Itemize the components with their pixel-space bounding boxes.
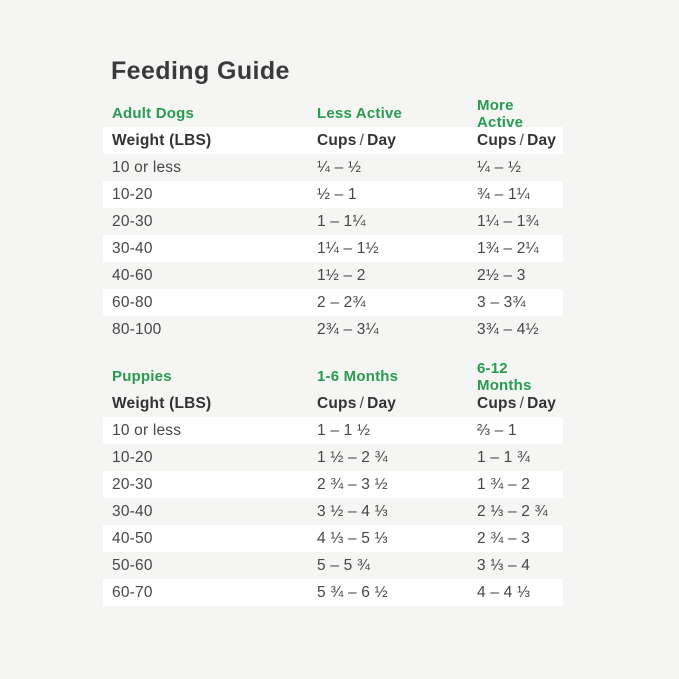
cups-range-cell: 3 ½ – 4 ⅓ — [317, 502, 388, 520]
table-row: 30-40 1¼ – 1½ 1¾ – 2¼ — [103, 235, 563, 262]
cups-range-cell: 2¾ – 3¼ — [317, 320, 379, 338]
weight-header: Weight (LBS) — [112, 394, 212, 412]
table-row: 10 or less ¼ – ½ ¼ – ½ — [103, 154, 563, 181]
cups-range-cell: 2 ⅓ – 2 ¾ — [477, 502, 548, 520]
cups-range-cell: 1 – 1 ¾ — [477, 448, 531, 466]
cups-range-cell: 1½ – 2 — [317, 266, 366, 284]
table-row: 10-20 1 ½ – 2 ¾ 1 – 1 ¾ — [103, 444, 563, 471]
table-row: 40-60 1½ – 2 2½ – 3 — [103, 262, 563, 289]
column-header-row: Weight (LBS) Cups / Day Cups / Day — [103, 127, 563, 154]
puppies-table: Puppies 1-6 Months 6-12 Months Weight (L… — [103, 360, 563, 606]
weight-cell: 50-60 — [112, 556, 153, 574]
weight-header: Weight (LBS) — [112, 131, 212, 149]
weight-cell: 10-20 — [112, 185, 153, 203]
cups-range-cell: 4 ⅓ – 5 ⅓ — [317, 529, 388, 547]
weight-cell: 60-70 — [112, 583, 153, 601]
adult-dogs-rows: 10 or less ¼ – ½ ¼ – ½ 10-20 ½ – 1 ¾ – 1¼ 20-3… — [103, 154, 563, 343]
cups-range-cell: ⅔ – 1 — [477, 421, 517, 439]
table-row: 30-40 3 ½ – 4 ⅓ 2 ⅓ – 2 ¾ — [103, 498, 563, 525]
cups-range-cell: 1 ¾ – 2 — [477, 475, 531, 493]
column-header-row: Weight (LBS) Cups / Day Cups / Day — [103, 390, 563, 417]
cups-range-cell: ½ – 1 — [317, 185, 357, 203]
table-row: 10 or less 1 – 1 ½ ⅔ – 1 — [103, 417, 563, 444]
table-row: 20-30 2 ¾ – 3 ½ 1 ¾ – 2 — [103, 471, 563, 498]
cups-range-cell: 1¾ – 2¼ — [477, 239, 539, 257]
cups-per-day-header: Cups / Day — [317, 394, 397, 412]
weight-cell: 20-30 — [112, 212, 153, 230]
section-title-puppies: Puppies — [112, 368, 172, 385]
cups-range-cell: 5 ¾ – 6 ½ — [317, 583, 388, 601]
cups-range-cell: 1 – 1¼ — [317, 212, 366, 230]
cups-range-cell: 3 – 3¾ — [477, 293, 526, 311]
weight-cell: 80-100 — [112, 320, 162, 338]
puppies-rows: 10 or less 1 – 1 ½ ⅔ – 1 10-20 1 ½ – 2 ¾ 1 – … — [103, 417, 563, 606]
cups-per-day-header: Cups / Day — [477, 394, 557, 412]
cups-range-cell: 5 – 5 ¾ — [317, 556, 371, 574]
cups-range-cell: 1 ½ – 2 ¾ — [317, 448, 388, 466]
table-row: 50-60 5 – 5 ¾ 3 ⅓ – 4 — [103, 552, 563, 579]
cups-range-cell: 2 ¾ – 3 ½ — [317, 475, 388, 493]
cups-range-cell: ¼ – ½ — [477, 158, 522, 176]
table-row: 20-30 1 – 1¼ 1¼ – 1¾ — [103, 208, 563, 235]
section-title-adult-dogs: Adult Dogs — [112, 105, 194, 122]
cups-range-cell: 2½ – 3 — [477, 266, 526, 284]
cups-range-cell: 3 ⅓ – 4 — [477, 556, 531, 574]
cups-per-day-header: Cups / Day — [477, 131, 557, 149]
section-header-row: Puppies 1-6 Months 6-12 Months — [103, 360, 563, 394]
column-label-1-6-months: 1-6 Months — [317, 368, 399, 385]
table-row: 60-70 5 ¾ – 6 ½ 4 – 4 ⅓ — [103, 579, 563, 606]
cups-range-cell: 1¼ – 1½ — [317, 239, 379, 257]
weight-cell: 10 or less — [112, 158, 182, 176]
page-title: Feeding Guide — [111, 57, 290, 85]
table-row: 60-80 2 – 2¾ 3 – 3¾ — [103, 289, 563, 316]
cups-range-cell: 2 ¾ – 3 — [477, 529, 531, 547]
weight-cell: 40-50 — [112, 529, 153, 547]
cups-range-cell: ¾ – 1¼ — [477, 185, 530, 203]
weight-cell: 30-40 — [112, 239, 153, 257]
cups-range-cell: ¼ – ½ — [317, 158, 362, 176]
weight-cell: 20-30 — [112, 475, 153, 493]
adult-dogs-table: Adult Dogs Less Active More Active Weigh… — [103, 97, 563, 343]
cups-range-cell: 1 – 1 ½ — [317, 421, 371, 439]
cups-range-cell: 2 – 2¾ — [317, 293, 366, 311]
cups-range-cell: 3¾ – 4½ — [477, 320, 539, 338]
column-label-less-active: Less Active — [317, 105, 403, 122]
column-label-6-12-months: 6-12 Months — [477, 359, 532, 394]
weight-cell: 40-60 — [112, 266, 153, 284]
cups-range-cell: 1¼ – 1¾ — [477, 212, 539, 230]
column-label-more-active: More Active — [477, 96, 524, 131]
table-row: 80-100 2¾ – 3¼ 3¾ – 4½ — [103, 316, 563, 343]
weight-cell: 10-20 — [112, 448, 153, 466]
section-header-row: Adult Dogs Less Active More Active — [103, 97, 563, 131]
weight-cell: 10 or less — [112, 421, 182, 439]
weight-cell: 60-80 — [112, 293, 153, 311]
table-row: 40-50 4 ⅓ – 5 ⅓ 2 ¾ – 3 — [103, 525, 563, 552]
cups-per-day-header: Cups / Day — [317, 131, 397, 149]
weight-cell: 30-40 — [112, 502, 153, 520]
cups-range-cell: 4 – 4 ⅓ — [477, 583, 531, 601]
table-row: 10-20 ½ – 1 ¾ – 1¼ — [103, 181, 563, 208]
